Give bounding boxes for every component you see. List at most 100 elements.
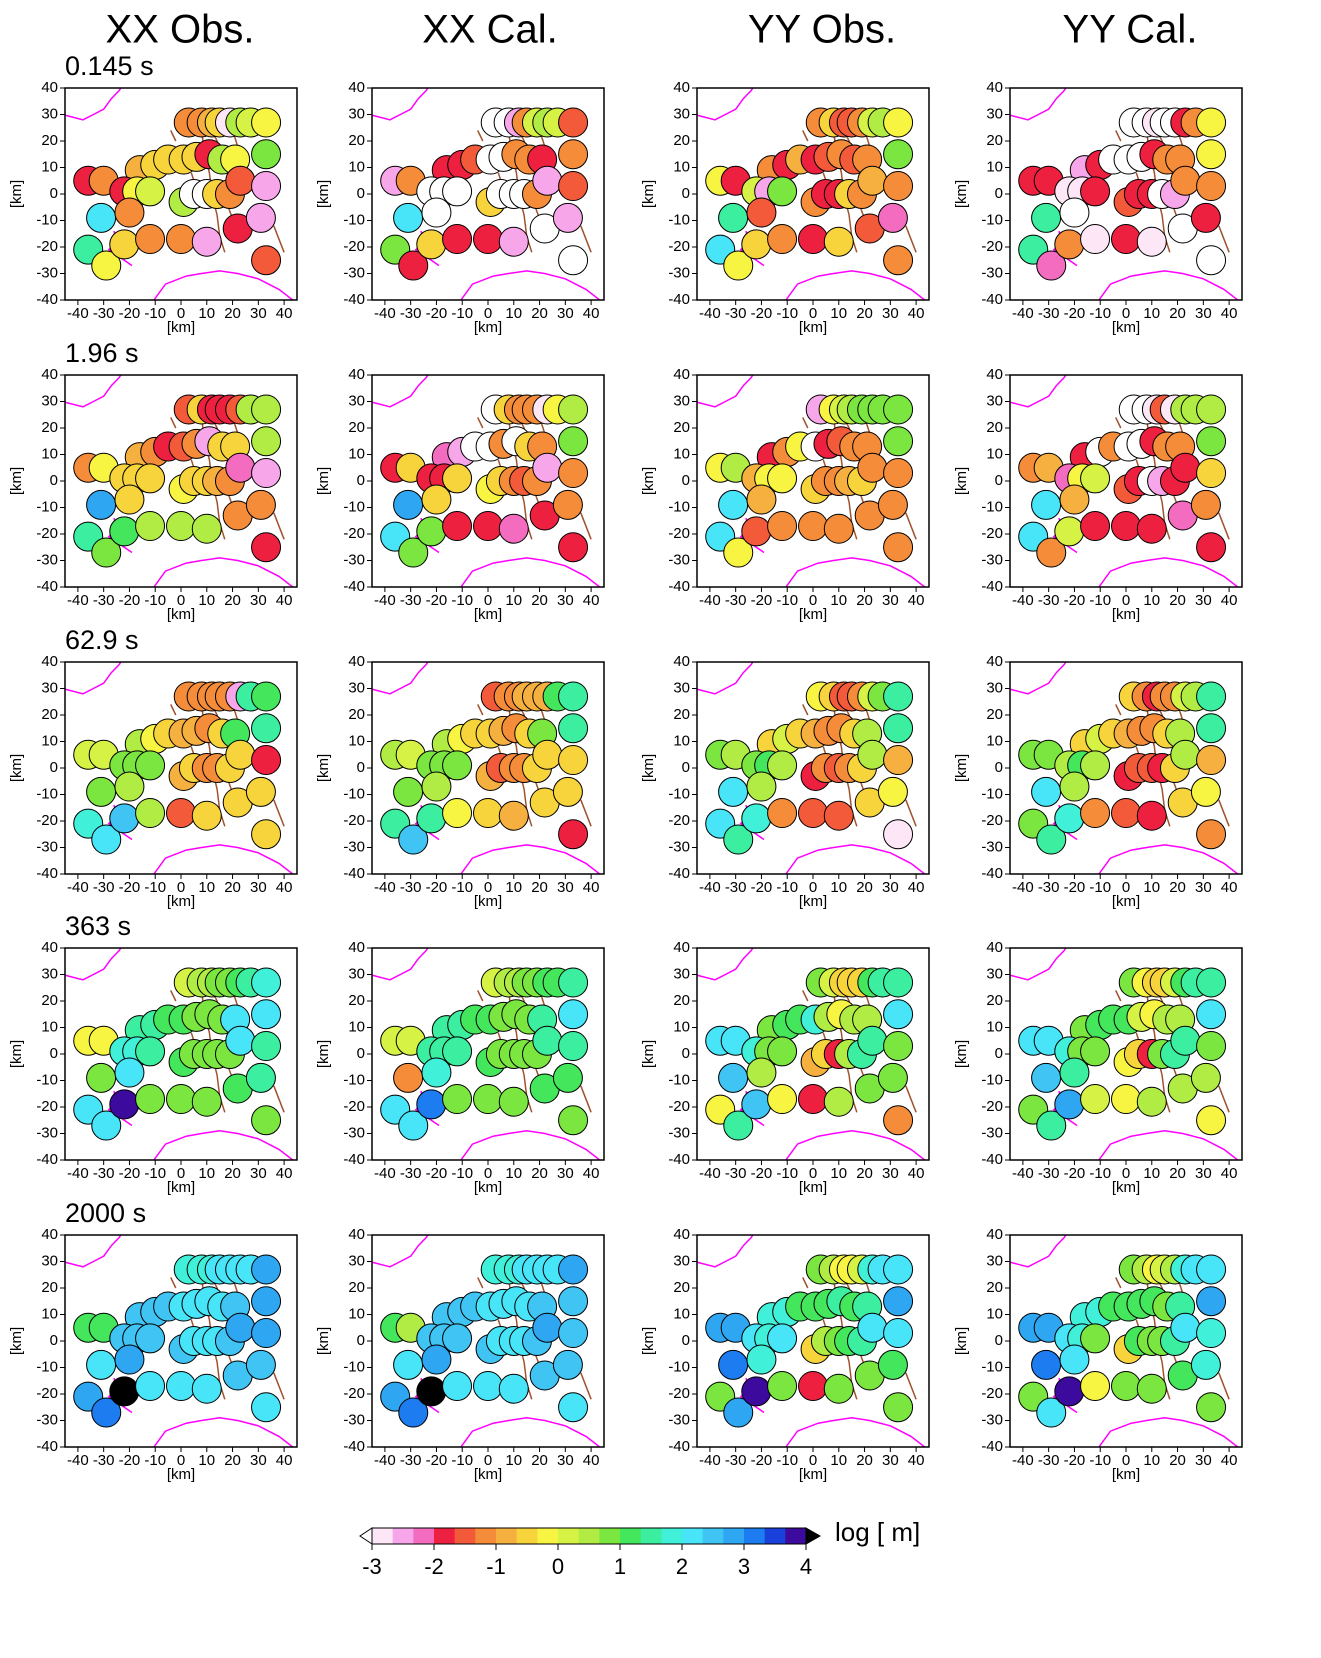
y-tick-label: 30 [41,105,58,122]
station [558,107,589,138]
y-tick-label: 30 [348,392,365,409]
colorbar-under [359,1527,373,1545]
colorbar-cell [682,1528,704,1544]
y-tick-label: -10 [981,211,1003,228]
station [1031,489,1062,520]
station [225,452,256,483]
map-panel: -40 -30 -20 -10 0 10 20 30 40-40-30-20-100102030… [953,1226,1243,1483]
station [251,458,282,489]
station [1136,513,1167,544]
y-tick-label: 0 [50,759,58,776]
station [1111,511,1141,542]
y-tick-label: -40 [343,578,365,595]
x-tick-label: -10 [144,879,166,896]
coastline [460,844,601,874]
station [532,739,563,770]
coastline [65,375,122,408]
station [251,139,282,170]
y-tick-label: 20 [673,1279,690,1296]
station [251,426,282,457]
coastline [1098,844,1239,874]
x-tick-label: -30 [93,305,115,322]
colorbar-cell [475,1528,497,1544]
x-tick-label: 40 [276,592,293,609]
x-tick-label: 40 [276,1452,293,1469]
station [857,452,888,483]
x-tick-label: 40 [583,305,600,322]
y-tick-label: -10 [36,785,58,802]
station [883,171,914,202]
station [1136,800,1167,831]
y-tick-label: 0 [50,1045,58,1062]
x-axis-label: [km] [1112,319,1140,336]
station [1136,1373,1167,1404]
colorbar-tick-label: 1 [614,1554,626,1579]
x-axis-label: [km] [1112,1466,1140,1483]
y-axis-label: [km] [8,754,25,782]
station [552,1062,583,1093]
x-tick-label: 30 [557,1165,574,1182]
y-tick-label: 30 [41,1252,58,1269]
station [166,511,196,542]
station [883,458,914,489]
station [883,1105,914,1136]
station [91,537,122,568]
station [1170,739,1201,770]
x-tick-label: 40 [276,305,293,322]
x-tick-label: 0 [177,1165,185,1182]
fault-line [1115,1277,1122,1289]
y-axis-label: [km] [953,754,970,782]
y-tick-label: 40 [348,653,365,670]
fault-line [802,130,809,142]
x-tick-label: 40 [583,1165,600,1182]
station [1196,394,1227,425]
x-tick-label: 10 [505,1452,522,1469]
row-title: 0.145 s [65,51,154,81]
x-tick-label: 10 [830,592,847,609]
station [421,1344,452,1375]
y-tick-label: 20 [986,992,1003,1009]
x-axis-label: [km] [799,1179,827,1196]
station [442,176,473,207]
y-tick-label: -40 [668,291,690,308]
y-tick-label: 30 [348,1252,365,1269]
colorbar-label: log [ m] [835,1517,920,1547]
y-tick-label: 20 [41,706,58,723]
x-tick-label: 0 [809,592,817,609]
station [251,1031,282,1062]
y-tick-label: -40 [36,578,58,595]
y-tick-label: -30 [343,551,365,568]
x-tick-label: -40 [374,1165,396,1182]
column-title: YY Cal. [1063,8,1198,52]
y-tick-label: -30 [668,264,690,281]
x-tick-label: -10 [144,592,166,609]
x-tick-label: 30 [250,592,267,609]
fault-line [477,704,484,716]
x-tick-label: -20 [119,305,141,322]
plot-frame [371,947,605,1161]
y-axis-label: [km] [953,180,970,208]
station [1080,176,1111,207]
x-tick-label: -20 [119,592,141,609]
map-panel: -40 -30 -20 -10 0 10 20 30 40-40-30-20-100102030… [315,366,605,623]
map-panel: -40 -30 -20 -10 0 10 20 30 40-40-30-20-100102030… [953,939,1243,1196]
y-tick-label: -30 [981,838,1003,855]
station [398,824,429,855]
x-tick-label: 30 [557,879,574,896]
x-tick-label: -10 [451,305,473,322]
y-tick-label: 0 [682,472,690,489]
plot-frame [696,87,930,301]
x-tick-label: -10 [1089,1165,1111,1182]
x-tick-label: -10 [451,1165,473,1182]
station [883,1392,914,1423]
colorbar-cell [640,1528,662,1544]
station [421,1057,452,1088]
x-tick-label: -10 [776,1452,798,1469]
x-tick-label: 30 [882,879,899,896]
station [883,139,914,170]
y-tick-label: -20 [668,238,690,255]
station [741,1376,772,1407]
y-tick-label: -10 [668,1071,690,1088]
x-tick-label: -30 [93,879,115,896]
x-axis-label: [km] [799,606,827,623]
